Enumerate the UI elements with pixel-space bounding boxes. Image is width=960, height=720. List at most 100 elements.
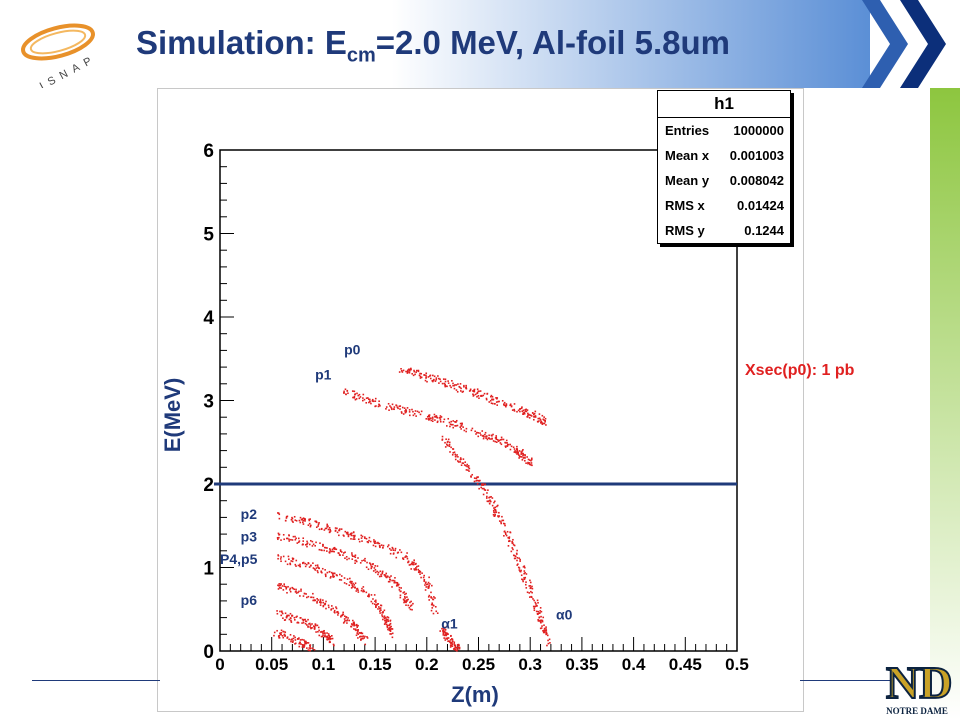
data-point [543, 631, 546, 634]
data-point [294, 538, 297, 541]
data-point [309, 626, 311, 628]
data-point [369, 563, 372, 565]
data-point [427, 418, 430, 420]
data-point [465, 387, 468, 390]
data-point [513, 448, 516, 450]
stats-label: RMS y [665, 223, 705, 238]
data-point [467, 469, 469, 471]
series-p1 [343, 388, 533, 467]
data-point [302, 619, 305, 622]
data-point [387, 544, 390, 546]
data-point [304, 562, 306, 565]
data-point [523, 411, 526, 414]
data-point [406, 407, 409, 409]
data-point [501, 399, 504, 402]
data-point [368, 593, 370, 596]
data-point [377, 405, 380, 408]
data-point [469, 389, 472, 392]
data-point [439, 419, 442, 421]
data-point [463, 464, 466, 466]
isnap-logo: ISNAP [21, 23, 99, 88]
data-point [328, 548, 331, 550]
data-point [449, 639, 452, 641]
data-point [396, 582, 399, 585]
data-point [394, 549, 396, 552]
data-point [420, 576, 422, 579]
data-point [368, 595, 370, 598]
data-point [291, 516, 293, 519]
data-point [283, 583, 286, 585]
data-point [451, 453, 454, 456]
data-point [329, 549, 332, 551]
data-point [529, 585, 532, 587]
data-point [353, 396, 356, 399]
data-point [519, 558, 521, 561]
data-point [524, 583, 527, 586]
data-point [355, 560, 358, 563]
data-point [419, 573, 421, 575]
data-point [536, 599, 539, 602]
data-point [486, 438, 489, 441]
data-point [396, 552, 399, 554]
data-point [389, 620, 392, 622]
data-point [389, 579, 392, 581]
data-point [522, 454, 524, 457]
data-point [334, 529, 337, 532]
data-point [449, 451, 451, 453]
data-point [538, 417, 541, 420]
data-point [532, 413, 535, 416]
data-point [532, 598, 534, 600]
data-point [309, 525, 312, 528]
data-point [332, 607, 334, 610]
data-point [433, 375, 436, 378]
data-point [445, 632, 447, 634]
data-point [374, 405, 376, 408]
data-point [496, 504, 499, 507]
data-point [355, 623, 358, 626]
data-point [298, 540, 301, 542]
data-point [523, 578, 526, 581]
data-point [340, 575, 343, 577]
data-point [332, 643, 335, 646]
data-point [310, 627, 312, 630]
data-point [373, 603, 376, 605]
data-point [327, 606, 330, 609]
data-point [360, 639, 362, 641]
data-point [516, 445, 518, 448]
data-point [491, 438, 493, 440]
data-point [344, 619, 346, 622]
data-point [377, 542, 379, 545]
data-point [364, 557, 366, 560]
data-point [432, 374, 434, 377]
data-point [282, 533, 285, 536]
data-point [495, 511, 498, 514]
data-point [276, 537, 279, 539]
data-point [495, 401, 498, 403]
data-point [476, 388, 479, 390]
data-point [368, 401, 370, 404]
data-point [485, 398, 488, 401]
data-point [483, 392, 486, 395]
data-point [378, 575, 381, 578]
title-rest: =2.0 MeV, Al-foil 5.8um [375, 24, 731, 61]
data-point [398, 586, 401, 589]
right-accent-bar [930, 88, 960, 720]
data-point [405, 601, 407, 603]
data-point [400, 412, 403, 414]
data-point [378, 542, 381, 545]
band-label: α1 [441, 615, 458, 631]
data-point [320, 549, 322, 551]
data-point [539, 607, 542, 609]
data-point [304, 622, 307, 625]
data-point [306, 545, 308, 548]
data-point [319, 604, 322, 606]
data-point [501, 438, 503, 441]
data-point [311, 540, 314, 543]
data-point [340, 615, 342, 618]
data-point [342, 552, 345, 554]
data-point [449, 644, 452, 646]
data-point [503, 401, 506, 404]
data-point [373, 539, 375, 541]
data-point [444, 384, 446, 387]
data-point [407, 371, 409, 373]
